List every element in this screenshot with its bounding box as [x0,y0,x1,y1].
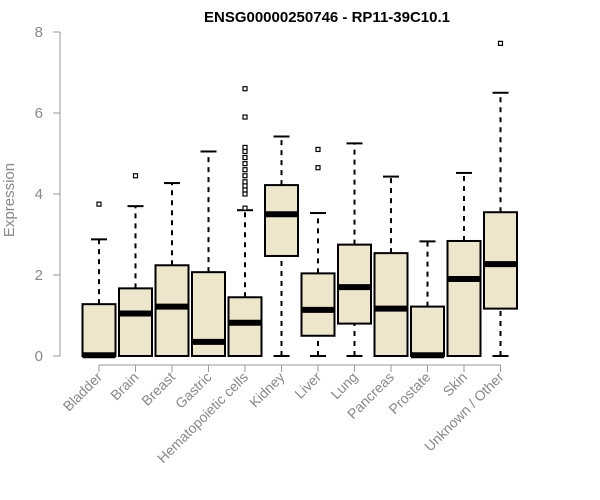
outlier-point [242,167,248,173]
outlier-point [242,205,248,211]
box-skin [446,171,482,357]
box-breast [154,182,190,357]
outlier-point [242,144,248,151]
box-hematopoietic-cells [227,86,263,357]
y-tick-label: 0 [35,348,43,365]
x-tick-label: Liver [291,369,324,402]
outlier-point [242,179,248,185]
outlier-point [132,173,139,179]
iqr-box [337,243,372,325]
iqr-box [154,264,190,357]
outlier-point [497,40,504,46]
axes: 0 2 4 6 8 [35,24,501,372]
x-tick-label: Brain [107,369,141,403]
y-tick-label: 2 [35,267,43,284]
x-tick-label: Kidney [246,369,288,411]
box-pancreas [373,175,409,358]
box-gastric [191,150,226,358]
box-lung [337,142,372,357]
chart-title: ENSG00000250746 - RP11-39C10.1 [204,9,450,26]
iqr-box [118,287,153,357]
outlier-point [96,201,102,207]
iqr-box [373,252,409,358]
outlier-point [242,161,248,167]
iqr-box [81,303,117,358]
outlier-point [242,114,248,120]
box-prostate [410,240,445,359]
y-axis-label: Expression [1,163,18,237]
outlier-point [315,146,321,153]
iqr-box [483,211,518,310]
box-unknown-other [483,40,518,357]
x-tick-label: Lung [327,369,360,402]
box-liver [300,146,336,357]
iqr-box [410,305,445,357]
y-tick-label: 6 [35,105,43,122]
outlier-point [242,154,248,161]
outlier-point [315,165,321,171]
outlier-point [242,191,248,197]
x-tick-label: Breast [138,369,178,409]
iqr-box [264,184,299,257]
box-bladder [81,201,117,359]
y-tick-label: 8 [35,24,43,41]
boxes-group [81,40,518,359]
y-tick-label: 4 [35,186,43,203]
iqr-box [227,296,263,357]
outlier-point [242,187,248,193]
box-kidney [264,135,299,357]
x-tick-label: Skin [440,369,471,400]
iqr-box [300,272,336,337]
outlier-point [242,86,248,92]
x-tick-label: Bladder [60,369,106,415]
outlier-point [242,148,248,155]
outlier-point [242,173,248,179]
outlier-point [242,183,248,189]
box-brain [118,173,153,357]
iqr-box [446,239,482,357]
